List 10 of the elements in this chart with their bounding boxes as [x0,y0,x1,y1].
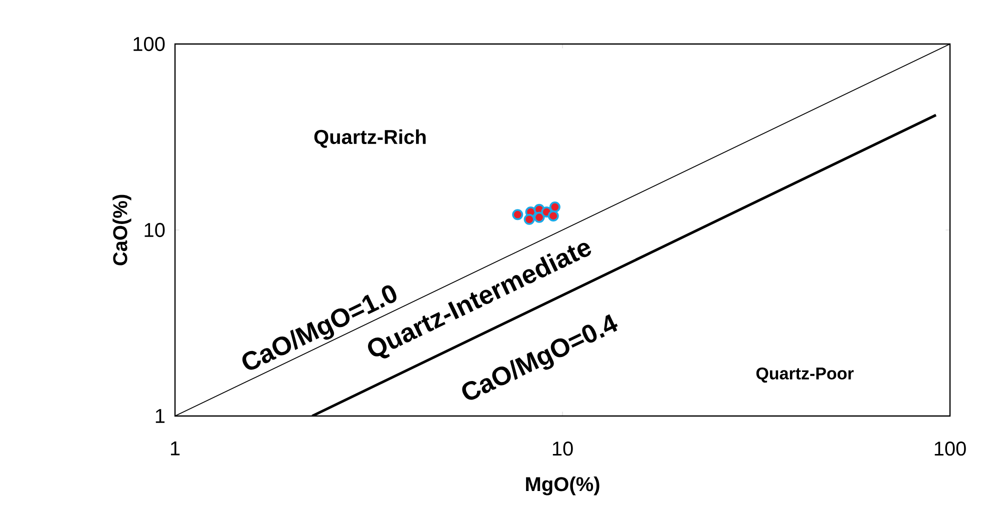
y-tick-label: 10 [144,222,165,238]
x-tick-label: 100 [934,442,966,456]
annotation: Quartz-Poor [756,367,854,383]
x-tick-label: 10 [552,442,573,456]
y-axis-title: CaO(%) [112,194,132,266]
annotation: Quartz-Rich [314,129,426,148]
x-tick-label: 1 [170,442,180,456]
x-axis-title: MgO(%) [526,476,600,496]
y-tick-label: 1 [156,409,164,423]
y-tick-label: 100 [134,36,165,52]
